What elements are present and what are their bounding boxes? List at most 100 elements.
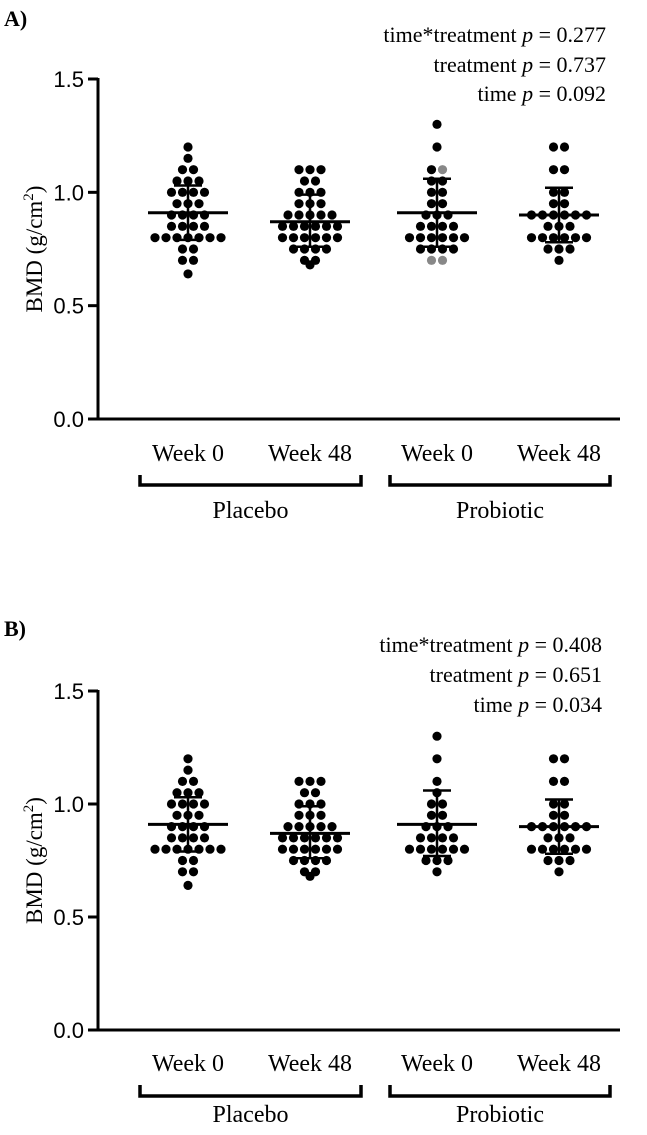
data-point (432, 119, 442, 129)
stat-value: = 0.277 (533, 22, 606, 47)
data-point (554, 244, 564, 254)
data-point (570, 233, 581, 243)
stat-label: time*treatment (383, 22, 522, 47)
data-point (188, 221, 199, 231)
x-category-label: Week 48 (268, 441, 352, 467)
data-point (172, 788, 182, 798)
data-point (548, 199, 559, 209)
data-point (554, 867, 564, 877)
data-point (448, 833, 459, 843)
y-axis-title-close: ) (22, 797, 47, 805)
data-point (299, 833, 310, 843)
data-point (426, 233, 437, 243)
data-point (559, 799, 570, 809)
data-point (437, 833, 448, 843)
stat-label: treatment (430, 662, 519, 687)
data-point (415, 844, 426, 854)
x-category-label: Week 0 (152, 441, 224, 467)
data-point (565, 221, 575, 231)
data-point (183, 754, 193, 764)
data-point (559, 233, 570, 243)
data-point (305, 871, 315, 881)
y-tick-label: 0.0 (53, 1018, 84, 1043)
data-point (199, 833, 210, 843)
stat-value: = 0.737 (533, 52, 606, 77)
stat-label: time (477, 81, 522, 106)
data-point (415, 221, 426, 231)
data-point (415, 833, 426, 843)
data-point (183, 176, 193, 186)
data-point (288, 844, 299, 854)
chart-panel-b: B) time*treatment p = 0.408 treatment p = … (4, 616, 620, 1128)
group-bracket (138, 1085, 363, 1098)
series-placebo-week-48 (270, 776, 350, 881)
data-point (310, 844, 321, 854)
stat-p-symbol: p (520, 52, 533, 77)
data-point (548, 844, 559, 854)
data-point (294, 165, 304, 175)
data-point (177, 221, 188, 231)
data-point (332, 221, 343, 231)
data-point (526, 233, 537, 243)
data-point (188, 855, 199, 866)
data-point (537, 844, 548, 854)
data-point (216, 233, 226, 243)
data-point (310, 833, 321, 843)
data-point (548, 776, 559, 787)
data-point (177, 833, 188, 843)
data-point (548, 754, 559, 764)
data-point (321, 855, 332, 866)
data-point (299, 788, 310, 798)
data-point (443, 855, 453, 866)
data-point (437, 187, 448, 197)
data-point (426, 799, 437, 809)
data-point (294, 810, 304, 820)
data-point (321, 221, 332, 231)
data-point (543, 855, 553, 866)
data-point (177, 776, 188, 787)
stat-line: time*treatment p = 0.277 (383, 22, 606, 47)
stat-label: time (473, 692, 518, 717)
x-category-label: Week 0 (152, 1051, 224, 1077)
series-placebo-week-0 (148, 142, 228, 279)
data-point (321, 844, 332, 854)
y-tick-label: 1.0 (53, 180, 84, 205)
data-point (321, 233, 332, 243)
data-point (548, 810, 559, 820)
data-point (327, 822, 337, 832)
data-point (432, 731, 442, 741)
data-point (316, 199, 326, 209)
data-point (415, 244, 426, 254)
data-point (559, 142, 570, 152)
y-tick-label: 1.5 (53, 679, 84, 704)
x-category-label: Week 0 (401, 1051, 473, 1077)
data-point (426, 255, 437, 265)
data-point (437, 221, 448, 231)
data-point (305, 260, 315, 270)
data-point (543, 244, 553, 254)
data-point (559, 187, 570, 197)
data-point (554, 855, 564, 866)
series-probiotic-week-0 (397, 731, 477, 877)
data-point (548, 187, 559, 197)
data-point (199, 187, 210, 197)
data-point (448, 844, 459, 854)
data-point (559, 754, 570, 764)
data-point (432, 142, 442, 152)
data-point (437, 810, 448, 820)
data-point (437, 844, 448, 854)
data-point (404, 233, 415, 243)
data-point (150, 233, 160, 243)
data-point (526, 844, 537, 854)
stat-p-symbol: p (516, 692, 529, 717)
data-point (183, 788, 193, 798)
group-bracket (138, 475, 363, 487)
data-point (426, 833, 437, 843)
group-label: Probiotic (456, 1102, 544, 1128)
group-label: Placebo (213, 1102, 289, 1128)
data-point (310, 221, 321, 231)
data-point (316, 210, 326, 220)
stat-line: time p = 0.092 (477, 81, 606, 106)
data-point (277, 844, 288, 854)
data-point (421, 855, 431, 866)
